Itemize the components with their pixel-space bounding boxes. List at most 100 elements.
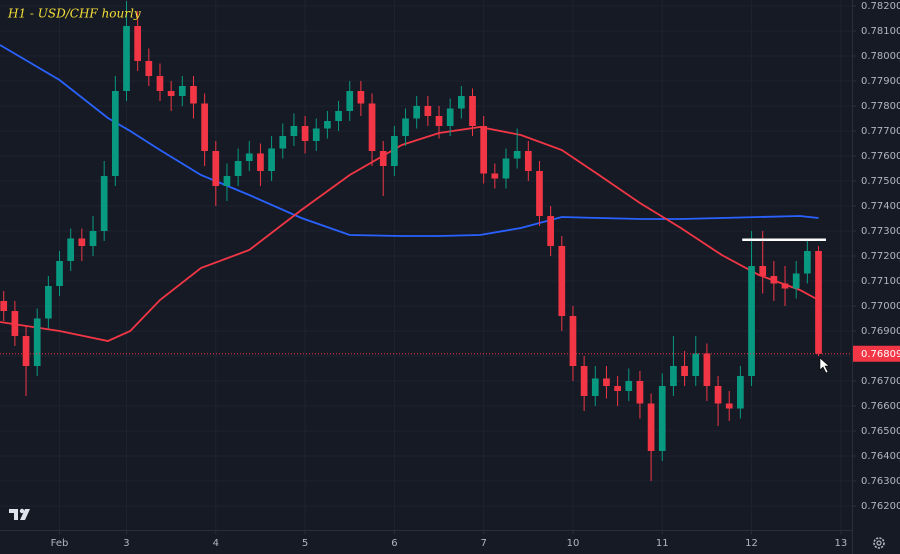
y-tick-label: 0.77800 — [861, 101, 900, 112]
candle-body — [781, 283, 789, 289]
candle-body — [167, 91, 175, 96]
y-tick-label: 0.76500 — [861, 426, 900, 437]
y-tick-label: 0.76200 — [861, 501, 900, 512]
candle-body — [591, 378, 599, 396]
candle-body — [792, 273, 800, 289]
last-price-label: 0.76809 — [861, 349, 900, 360]
candle-body — [312, 128, 320, 141]
candle-body — [703, 353, 711, 386]
y-tick-label: 0.78100 — [861, 26, 900, 37]
candle-body — [357, 91, 365, 104]
candle-body — [770, 276, 778, 284]
candle-body — [636, 381, 644, 404]
moving-average — [0, 44, 819, 237]
y-tick-label: 0.77100 — [861, 276, 900, 287]
candle-body — [45, 286, 52, 319]
candle-body — [603, 378, 610, 386]
candle-body — [725, 403, 733, 409]
candle-body — [491, 173, 499, 179]
candle-body — [279, 136, 287, 149]
candle-body — [569, 316, 577, 366]
candle-body — [100, 176, 108, 231]
candle-body — [480, 126, 488, 174]
candle-body — [223, 176, 231, 186]
candle-body — [815, 251, 822, 354]
x-tick-label: 6 — [391, 538, 397, 549]
candle-body — [502, 158, 510, 179]
candle-body — [469, 96, 476, 126]
candle-body — [212, 151, 220, 186]
y-tick-label: 0.77700 — [861, 126, 900, 137]
candle-body — [647, 403, 655, 451]
x-tick-label: 13 — [834, 538, 847, 549]
candle-body — [301, 126, 309, 141]
candle-body — [391, 136, 398, 166]
x-tick-label: 11 — [656, 538, 669, 549]
x-tick-label: 5 — [302, 538, 308, 549]
candle-body — [346, 91, 354, 111]
candle-body — [737, 376, 744, 409]
y-tick-label: 0.78200 — [861, 1, 900, 12]
candle-body — [714, 386, 722, 404]
last-price-box — [853, 345, 900, 362]
candle-body — [56, 261, 63, 286]
candle-body — [368, 103, 376, 151]
candle-body — [658, 386, 666, 451]
y-tick-label: 0.76900 — [861, 326, 900, 337]
mouse-cursor — [819, 357, 830, 374]
candle-body — [290, 126, 298, 136]
candle-body — [11, 311, 19, 336]
candle-body — [670, 366, 677, 386]
candle-body — [681, 366, 688, 376]
candle-body — [201, 103, 208, 151]
chart-title: H1 - USD/CHF hourly — [7, 7, 141, 21]
candle-body — [558, 246, 566, 316]
candle-body — [413, 106, 421, 119]
y-tick-label: 0.76300 — [861, 476, 900, 487]
candle-body — [245, 153, 253, 161]
x-tick-label: 12 — [745, 538, 758, 549]
candle-body — [435, 116, 443, 126]
candle-body — [324, 121, 331, 129]
candle-body — [804, 251, 811, 274]
candle-body — [424, 106, 432, 116]
candle-body — [692, 353, 700, 376]
y-tick-label: 0.77200 — [861, 251, 900, 262]
candle-body — [234, 161, 242, 176]
y-tick-label: 0.77600 — [861, 151, 900, 162]
y-tick-label: 0.78000 — [861, 51, 900, 62]
axes: 0.76200 0.76300 0.76400 0.76500 0.76600 0.767… — [51, 1, 900, 549]
candle-body — [524, 151, 532, 171]
candle-body — [580, 366, 588, 396]
candle-body — [111, 91, 119, 176]
candle-body — [748, 266, 755, 376]
candle-body — [457, 96, 465, 109]
candle-body — [513, 151, 521, 159]
candle-body — [134, 26, 142, 61]
y-tick-label: 0.77400 — [861, 201, 900, 212]
candle-body — [759, 266, 767, 276]
candle-body — [190, 86, 197, 104]
candle-body — [257, 153, 264, 171]
candle-body — [78, 238, 86, 246]
candle-body — [0, 301, 8, 311]
candle-body — [335, 111, 342, 121]
tradingview-logo — [9, 508, 30, 520]
y-tick-label: 0.77900 — [861, 76, 900, 87]
candle-body — [536, 171, 543, 216]
candle-body — [402, 118, 409, 136]
y-tick-label: 0.77500 — [861, 176, 900, 187]
candle-body — [446, 108, 454, 126]
x-tick-label: 7 — [480, 538, 486, 549]
candle-body — [33, 318, 41, 366]
candle-body — [625, 381, 633, 391]
y-tick-label: 0.77300 — [861, 226, 900, 237]
settings-icon[interactable] — [873, 537, 885, 549]
candle-body — [89, 231, 97, 246]
x-tick-label: 4 — [213, 538, 219, 549]
x-tick-label: 10 — [567, 538, 580, 549]
candle-body — [547, 216, 554, 246]
y-tick-label: 0.76400 — [861, 451, 900, 462]
candle-body — [145, 61, 153, 76]
